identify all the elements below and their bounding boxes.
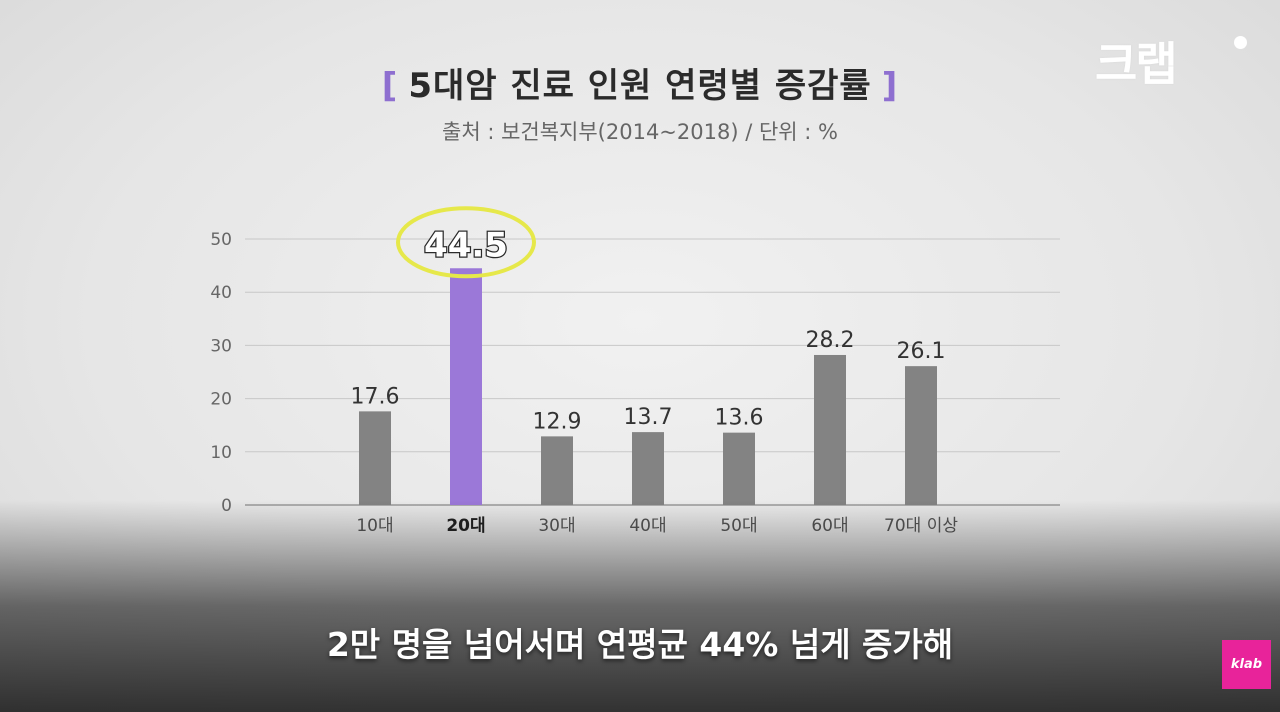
value-label: 26.1 [897,339,946,364]
value-label: 28.2 [806,328,855,353]
x-tick-label: 30대 [538,516,575,536]
chart-subtitle: 출처 : 보건복지부(2014~2018) / 단위 : % [442,120,838,144]
bar [905,366,937,505]
bar [450,268,482,505]
logo-dot-icon [1234,36,1247,49]
klab-badge: klab [1222,640,1271,689]
x-tick-label: 40대 [629,516,666,536]
bar [814,354,846,505]
title-text: 5대암 진료 인원 연령별 증감률 [408,66,872,106]
x-tick-label: 10대 [356,516,393,536]
x-tick-label: 60대 [811,516,848,536]
y-tick-label: 30 [210,336,232,356]
value-label: 44.5 [424,225,508,265]
bar [632,432,664,505]
value-label: 13.7 [624,405,673,430]
crab-logo: 크랩 [1095,37,1178,91]
x-tick-label: 20대 [446,516,485,536]
bar [359,411,391,505]
chart-title: [5대암 진료 인원 연령별 증감률] [0,58,1280,107]
y-tick-label: 10 [210,443,232,463]
x-tick-label: 50대 [720,516,757,536]
x-tick-label: 70대 이상 [884,516,958,536]
y-tick-label: 20 [210,390,232,410]
value-label: 13.6 [715,406,764,431]
subtitle-caption: 2만 명을 넘어서며 연평균 44% 넘게 증가해 [326,625,954,664]
bar [541,436,573,505]
value-label: 17.6 [351,384,400,409]
title-bracket-left: [ [381,66,399,106]
value-label: 12.9 [533,409,582,434]
y-tick-label: 50 [210,230,232,250]
bar [723,432,755,505]
highlight-ring [396,206,536,279]
title-bracket-right: ] [881,66,899,106]
y-tick-label: 0 [221,496,232,516]
y-tick-label: 40 [210,283,232,303]
